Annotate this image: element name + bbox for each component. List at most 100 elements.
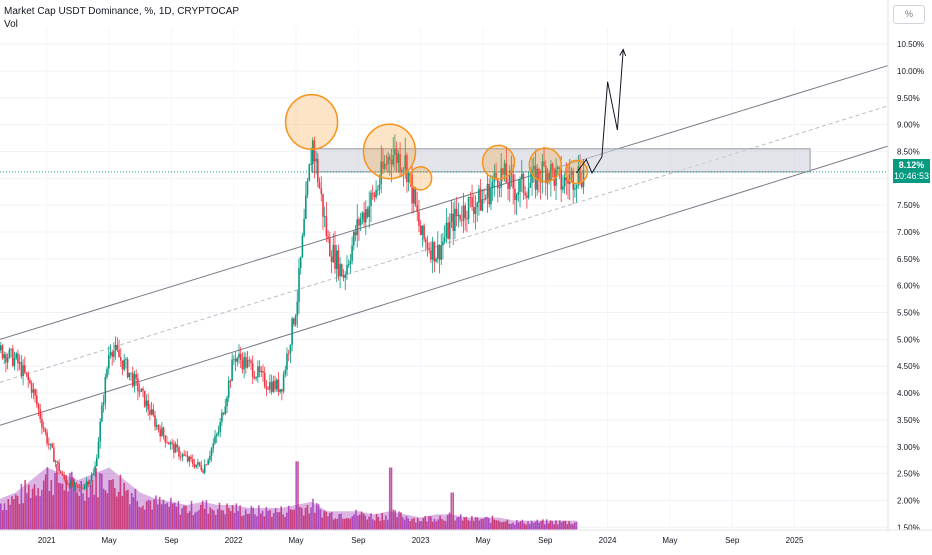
volume-bar	[416, 517, 419, 530]
y-tick-label: 5.00%	[897, 335, 920, 344]
candle-body	[298, 268, 300, 302]
volume-bar	[372, 519, 374, 530]
candle-body	[214, 436, 216, 444]
volume-bar	[366, 519, 368, 530]
unit-toggle-button[interactable]: %	[893, 5, 925, 24]
candle-body	[161, 427, 163, 437]
volume-bar	[291, 510, 294, 530]
volume-bar	[516, 520, 518, 530]
volume-bar	[143, 509, 146, 530]
candle-body	[449, 221, 451, 239]
volume-bar	[358, 514, 361, 530]
volume-bar	[323, 510, 325, 530]
candle-body	[12, 348, 14, 366]
volume-bar	[502, 521, 505, 530]
volume-bar	[102, 488, 105, 530]
volume-bar	[489, 522, 492, 530]
volume-bar	[299, 506, 301, 530]
volume-bar	[58, 482, 60, 530]
volume-bar	[295, 461, 297, 531]
volume-bar	[530, 520, 533, 530]
volume-bar	[411, 518, 413, 530]
volume-bar	[5, 510, 8, 530]
candle-body	[61, 473, 64, 476]
candle-body	[457, 214, 460, 217]
volume-bar	[11, 496, 13, 530]
candle-body	[486, 183, 489, 198]
candle-body	[344, 274, 347, 278]
candle-body	[188, 456, 191, 462]
candle-body	[239, 353, 242, 361]
candle-body	[418, 211, 420, 226]
volume-bar	[129, 504, 131, 530]
candle-body	[443, 237, 446, 242]
candle-body	[29, 380, 31, 384]
candle-body	[488, 183, 490, 205]
y-tick-label: 8.50%	[897, 147, 920, 156]
volume-bar	[151, 509, 153, 530]
volume-bar	[0, 503, 2, 530]
volume-bar	[56, 464, 58, 530]
candle-body	[34, 389, 36, 396]
candle-body	[41, 419, 43, 428]
candle-body	[8, 349, 11, 358]
volume-bar	[101, 473, 103, 530]
candle-body	[558, 167, 561, 169]
x-axis[interactable]: 2021 May Sep 2022 May Sep 2023 May Sep 2024 May Sep…	[0, 529, 932, 545]
candle-body	[116, 344, 119, 350]
volume-bar	[140, 507, 142, 530]
y-tick-label: 7.50%	[897, 201, 920, 210]
candle-body	[133, 374, 136, 387]
volume-bar	[119, 474, 122, 530]
volume-bar	[398, 511, 400, 530]
candle-body	[406, 155, 408, 183]
volume-bar	[20, 483, 23, 530]
x-tick-label: Sep	[538, 536, 553, 545]
volume-bar	[201, 500, 204, 530]
candle-body	[82, 488, 84, 490]
volume-bar	[474, 516, 477, 530]
candle-body	[13, 358, 16, 366]
candle-body	[164, 435, 167, 443]
x-tick-label: Sep	[351, 536, 366, 545]
candle-body	[476, 202, 478, 208]
candle-body	[128, 372, 131, 378]
volume-bar	[443, 520, 445, 530]
candle-body	[305, 195, 307, 219]
volume-bar	[431, 521, 434, 530]
candle-body	[498, 187, 501, 189]
resistance-zone-layer	[0, 148, 888, 173]
highlight-circle	[564, 159, 589, 185]
x-tick-label: 2025	[786, 536, 804, 545]
candle-body	[176, 444, 179, 448]
candle-body	[25, 372, 28, 375]
volume-bar	[493, 519, 496, 530]
volume-bar	[190, 501, 193, 530]
candle-body	[320, 188, 323, 195]
volume-bar	[319, 509, 322, 530]
volume-bar	[7, 499, 10, 530]
volume-bar	[338, 514, 340, 530]
candle-body	[68, 484, 71, 488]
volume-bar	[265, 507, 268, 530]
candle-body	[395, 148, 398, 164]
candle-body	[169, 442, 172, 445]
volume-bar	[86, 482, 88, 530]
y-axis[interactable]: 10.50%10.00%9.50%9.00%8.50%8.00%7.50%7.0…	[887, 0, 924, 532]
candle-body	[431, 241, 434, 260]
candle-body	[315, 158, 317, 162]
candle-body	[390, 159, 393, 165]
candle-body	[267, 388, 269, 390]
candle-body	[440, 245, 442, 260]
volume-bar	[280, 506, 282, 530]
volume-bar	[127, 489, 129, 530]
candle-body	[22, 365, 24, 377]
candle-body	[382, 161, 384, 169]
x-tick-label: 2021	[38, 536, 56, 545]
volume-bar	[276, 512, 279, 530]
candle-body	[339, 264, 341, 277]
volume-bar	[575, 521, 578, 530]
volume-bar	[435, 521, 438, 530]
